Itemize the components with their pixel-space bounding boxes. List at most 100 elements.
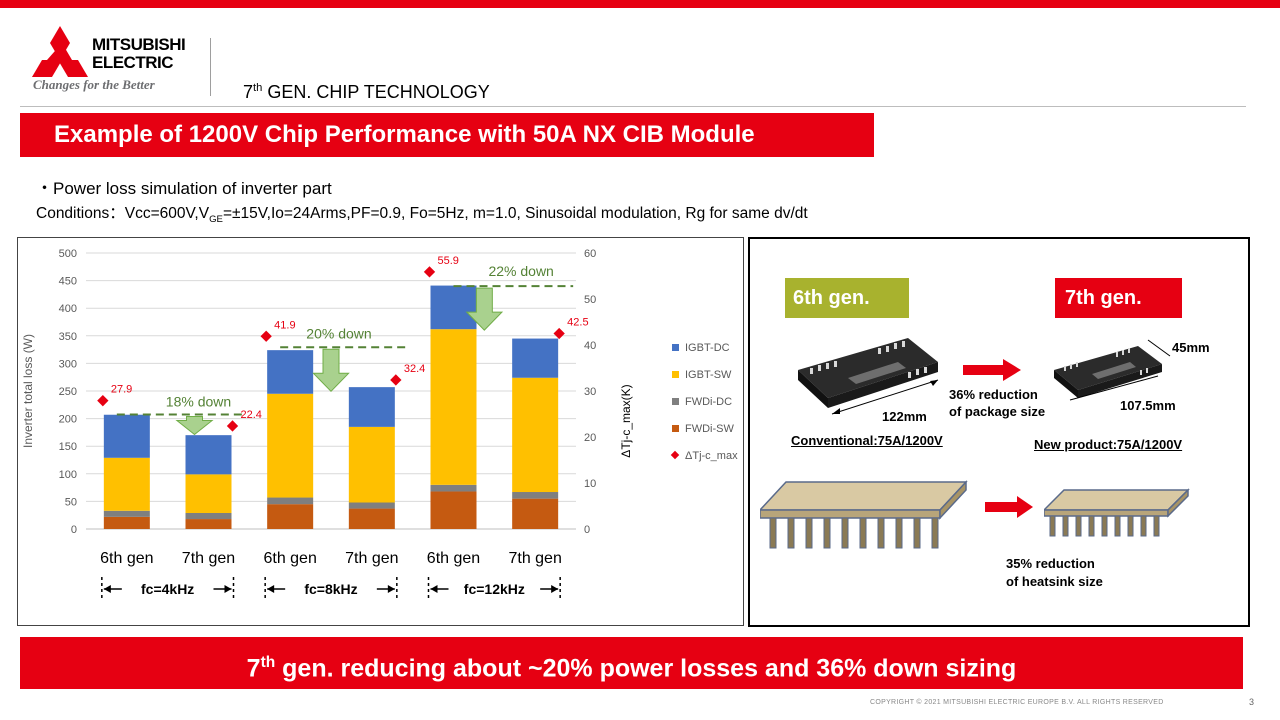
y2-tick-label: 50	[584, 294, 596, 306]
bar-segment-fwdi-dc	[348, 502, 395, 509]
group-label: fc=8kHz	[304, 581, 357, 597]
tj-data-label: 42.5	[567, 317, 588, 329]
x-category-label: 7th gen	[508, 550, 561, 567]
legend-swatch	[672, 344, 679, 351]
bar-segment-igbt-sw	[348, 426, 395, 503]
tj-marker	[260, 330, 272, 342]
page-number: 3	[1249, 697, 1255, 707]
bar-segment-igbt-dc	[267, 350, 314, 394]
gen7-module-icon	[1054, 339, 1171, 401]
tj-data-label: 55.9	[438, 255, 459, 267]
logo-line2: ELECTRIC	[92, 53, 174, 72]
y-tick-label: 150	[59, 441, 77, 453]
group-arrowhead-right	[224, 585, 232, 593]
y2-tick-label: 0	[584, 524, 590, 536]
bar-segment-igbt-dc	[430, 285, 477, 330]
bar-segment-fwdi-sw	[185, 519, 232, 529]
gen6-module-icon	[798, 338, 939, 415]
tj-marker	[423, 266, 436, 278]
group-arrowhead-left	[103, 585, 111, 593]
gen6-label: 6th gen.	[785, 278, 909, 318]
reduction-arrow	[465, 287, 504, 331]
x-category-label: 6th gen	[263, 550, 316, 567]
header-rule	[20, 106, 1246, 107]
y-tick-label: 50	[65, 496, 77, 508]
reduction-annotation: 22% down	[488, 263, 553, 279]
group-arrowhead-right	[551, 585, 559, 593]
y2-tick-label: 20	[584, 432, 596, 444]
logo-line1: MITSUBISHI	[92, 35, 186, 54]
dim-107-label: 107.5mm	[1120, 398, 1176, 413]
dim-45-label: 45mm	[1172, 340, 1210, 355]
large-heatsink-icon	[760, 480, 968, 549]
y-tick-label: 0	[71, 524, 77, 536]
small-heatsink-icon	[1044, 488, 1190, 537]
heatsink-reduction-line1: 35% reduction	[1006, 556, 1095, 571]
group-arrowhead-left	[267, 585, 275, 593]
bar-segment-igbt-sw	[267, 393, 314, 498]
package-reduction-line1: 36% reduction	[949, 387, 1038, 402]
bar-segment-igbt-sw	[512, 377, 559, 493]
y2-tick-label: 60	[584, 248, 596, 260]
group-label: fc=4kHz	[141, 581, 194, 597]
tj-data-label: 27.9	[111, 384, 132, 396]
bar-segment-fwdi-dc	[103, 510, 150, 517]
bar-segment-igbt-dc	[103, 414, 150, 458]
y2-tick-label: 10	[584, 478, 596, 490]
x-category-label: 6th gen	[100, 550, 153, 567]
tj-marker	[226, 420, 239, 432]
top-red-bar	[0, 0, 1280, 8]
tj-marker	[97, 395, 109, 407]
summary-banner: 7th gen. reducing about ~20% power losse…	[20, 637, 1243, 689]
red-arrow-icon	[963, 359, 1021, 381]
y-tick-label: 100	[59, 469, 77, 481]
bar-segment-fwdi-sw	[348, 508, 395, 529]
slide-title: Example of 1200V Chip Performance with 5…	[20, 113, 874, 157]
heatsink-reduction-line2: of heatsink size	[1006, 574, 1103, 589]
conditions-text: Conditions：Vcc=600V,VGE=±15V,Io=24Arms,P…	[36, 205, 808, 226]
section-title: 7th GEN. CHIP TECHNOLOGY	[243, 82, 490, 102]
gen7-label: 7th gen.	[1055, 278, 1182, 318]
x-category-label: 7th gen	[182, 550, 235, 567]
new-product-label: New product:75A/1200V	[1034, 437, 1183, 452]
group-arrowhead-right	[387, 585, 395, 593]
bar-segment-fwdi-sw	[512, 498, 559, 529]
group-label: fc=12kHz	[464, 581, 525, 597]
y-tick-label: 400	[59, 303, 77, 315]
y2-tick-label: 40	[584, 340, 596, 352]
x-category-label: 7th gen	[345, 550, 398, 567]
y2-axis-title: ΔTj-c_max(K)	[619, 384, 633, 457]
legend-swatch	[672, 398, 679, 405]
legend-swatch	[670, 450, 680, 460]
tj-marker	[553, 327, 565, 340]
x-category-label: 6th gen	[427, 550, 480, 567]
legend-label: FWDi-SW	[685, 423, 734, 435]
tj-data-label: 41.9	[274, 319, 295, 331]
package-reduction-line2: of package size	[949, 404, 1046, 419]
dim-122-label: 122mm	[882, 409, 927, 424]
copyright-text: COPYRIGHT © 2021 MITSUBISHI ELECTRIC EUR…	[870, 699, 1164, 706]
power-loss-chart: 0 50 100 150 200 250 300 350 400 450 500 0 10 20 30 40 5…	[21, 248, 738, 601]
bar-segment-igbt-sw	[430, 329, 477, 485]
reduction-annotation: 20% down	[306, 325, 371, 341]
y-tick-label: 300	[59, 358, 77, 370]
y-tick-label: 250	[59, 386, 77, 398]
legend-label: FWDi-DC	[685, 396, 732, 408]
y-tick-label: 500	[59, 248, 77, 260]
conventional-label: Conventional:75A/1200V	[791, 433, 943, 448]
logo-tagline: Changes for the Better	[33, 77, 155, 92]
bar-segment-fwdi-sw	[267, 504, 314, 529]
legend-swatch	[672, 425, 679, 432]
y2-tick-label: 30	[584, 386, 596, 398]
red-arrow-icon-2	[985, 496, 1033, 518]
bar-segment-igbt-sw	[103, 457, 150, 511]
bullet-text: ・Power loss simulation of inverter part	[36, 179, 332, 198]
bar-segment-fwdi-sw	[430, 491, 477, 529]
tj-marker	[390, 374, 402, 386]
bar-segment-igbt-dc	[185, 435, 232, 475]
reduction-annotation: 18% down	[166, 393, 231, 409]
y-tick-label: 450	[59, 276, 77, 288]
legend-label: IGBT-DC	[685, 342, 730, 354]
chart-panel: 0 50 100 150 200 250 300 350 400 450 500 0 10 20 30 40 5…	[17, 237, 744, 626]
bar-segment-fwdi-sw	[103, 516, 150, 529]
